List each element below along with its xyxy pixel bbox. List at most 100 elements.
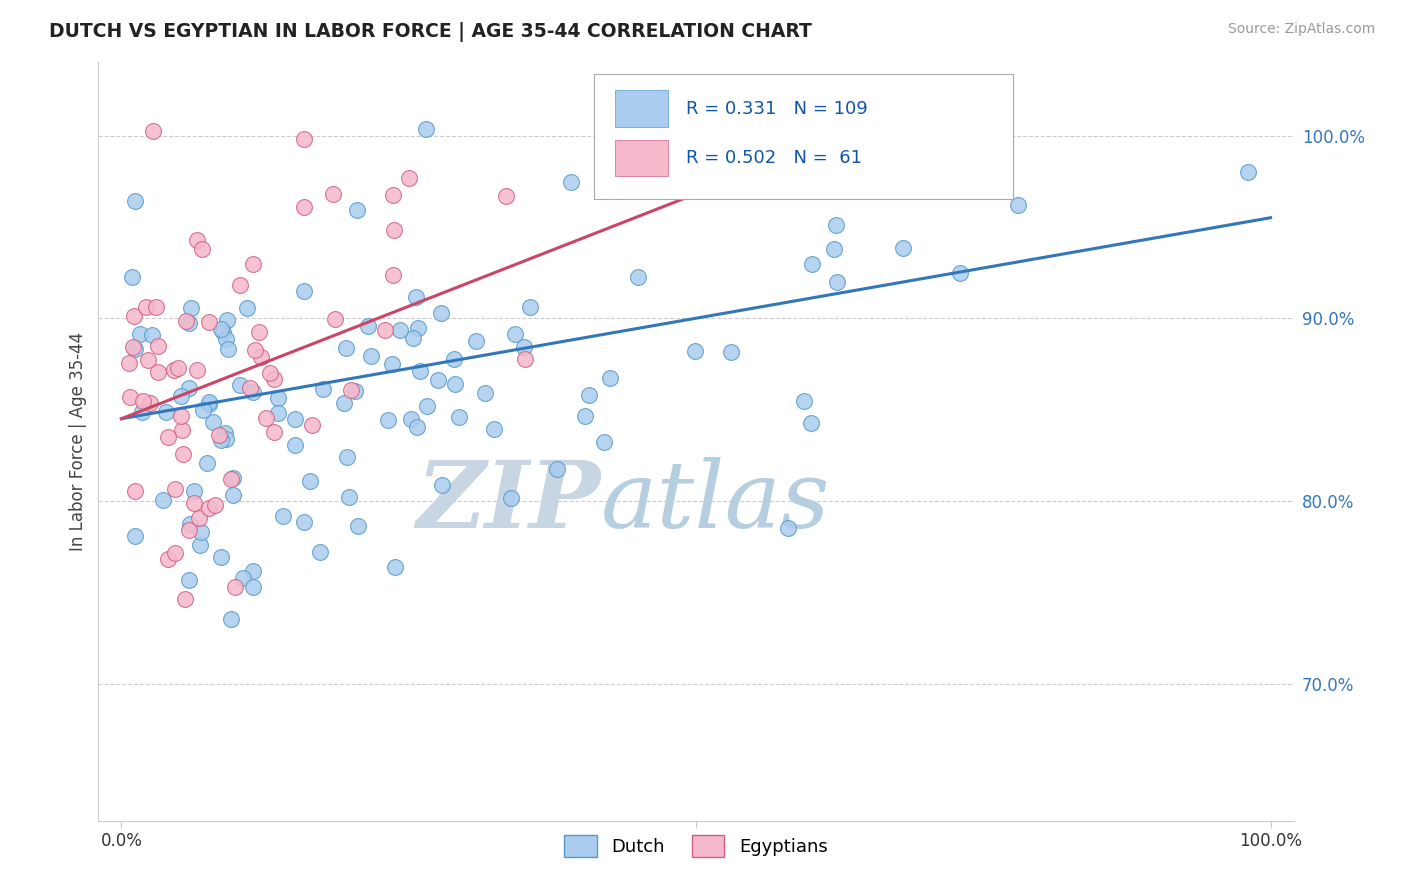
FancyBboxPatch shape <box>595 74 1012 199</box>
Point <box>776 520 799 534</box>
Point <box>263 425 285 439</box>
Point <box>124 342 146 356</box>
Point <box>208 428 231 442</box>
Point <box>298 474 321 488</box>
Point <box>239 381 262 395</box>
Point <box>247 325 270 339</box>
Point <box>214 425 236 440</box>
Point <box>323 312 346 326</box>
Point <box>201 415 224 429</box>
Point <box>311 382 333 396</box>
Point <box>292 515 315 529</box>
Point <box>197 501 219 516</box>
Point <box>800 416 823 430</box>
Point <box>167 361 190 376</box>
Point <box>212 326 235 340</box>
Text: R = 0.502   N =  61: R = 0.502 N = 61 <box>686 149 862 167</box>
Point <box>217 343 239 357</box>
Point <box>157 430 180 444</box>
Point <box>242 257 264 271</box>
Point <box>546 461 568 475</box>
Point <box>1236 165 1258 179</box>
Point <box>759 130 782 145</box>
Point <box>284 438 307 452</box>
Point <box>215 432 238 446</box>
Point <box>381 188 404 202</box>
Point <box>183 496 205 510</box>
Point <box>190 524 212 539</box>
Point <box>603 128 626 142</box>
Point <box>664 128 686 142</box>
Point <box>599 371 621 385</box>
Point <box>152 493 174 508</box>
Y-axis label: In Labor Force | Age 35-44: In Labor Force | Age 35-44 <box>69 332 87 551</box>
Point <box>360 349 382 363</box>
Text: ZIP: ZIP <box>416 458 600 547</box>
Point <box>214 332 236 346</box>
Point <box>560 175 582 189</box>
Point <box>374 323 396 337</box>
Point <box>191 242 214 256</box>
Point <box>254 410 277 425</box>
Point <box>430 478 453 492</box>
Point <box>513 351 536 366</box>
Point <box>170 409 193 423</box>
Point <box>593 434 616 449</box>
Point <box>135 300 157 314</box>
Point <box>191 403 214 417</box>
Point <box>155 405 177 419</box>
Point <box>177 524 200 538</box>
Point <box>190 538 212 552</box>
Point <box>332 396 354 410</box>
Point <box>574 409 596 423</box>
Point <box>271 508 294 523</box>
Point <box>146 339 169 353</box>
Point <box>222 471 245 485</box>
Point <box>356 318 378 333</box>
Point <box>170 423 193 437</box>
Point <box>399 411 422 425</box>
Point <box>142 124 165 138</box>
Text: DUTCH VS EGYPTIAN IN LABOR FORCE | AGE 35-44 CORRELATION CHART: DUTCH VS EGYPTIAN IN LABOR FORCE | AGE 3… <box>49 22 813 42</box>
Point <box>347 519 370 533</box>
Point <box>118 356 141 370</box>
Point <box>800 257 823 271</box>
Bar <box>614 90 668 127</box>
Point <box>405 290 427 304</box>
Point <box>949 266 972 280</box>
Legend: Dutch, Egyptians: Dutch, Egyptians <box>557 828 835 864</box>
Point <box>263 372 285 386</box>
Point <box>259 367 281 381</box>
Point <box>156 552 179 566</box>
Point <box>858 110 880 124</box>
Point <box>301 417 323 432</box>
Point <box>266 406 288 420</box>
Point <box>389 323 412 337</box>
Point <box>337 490 360 504</box>
Point <box>503 327 526 342</box>
Point <box>824 218 846 232</box>
Point <box>197 394 219 409</box>
Point <box>501 491 523 505</box>
Point <box>465 334 488 348</box>
Point <box>163 363 186 377</box>
Point <box>578 388 600 402</box>
Point <box>249 350 271 364</box>
Text: Source: ZipAtlas.com: Source: ZipAtlas.com <box>1227 22 1375 37</box>
Point <box>141 328 163 343</box>
Point <box>180 301 202 315</box>
Point <box>139 396 162 410</box>
Point <box>179 516 201 531</box>
Point <box>322 186 344 201</box>
Point <box>163 482 186 496</box>
Point <box>292 200 315 214</box>
Bar <box>614 140 668 177</box>
Point <box>474 385 496 400</box>
Point <box>188 511 211 525</box>
Point <box>443 377 465 392</box>
Point <box>309 545 332 559</box>
Point <box>186 363 208 377</box>
Point <box>430 306 453 320</box>
Point <box>124 484 146 499</box>
Point <box>627 270 650 285</box>
